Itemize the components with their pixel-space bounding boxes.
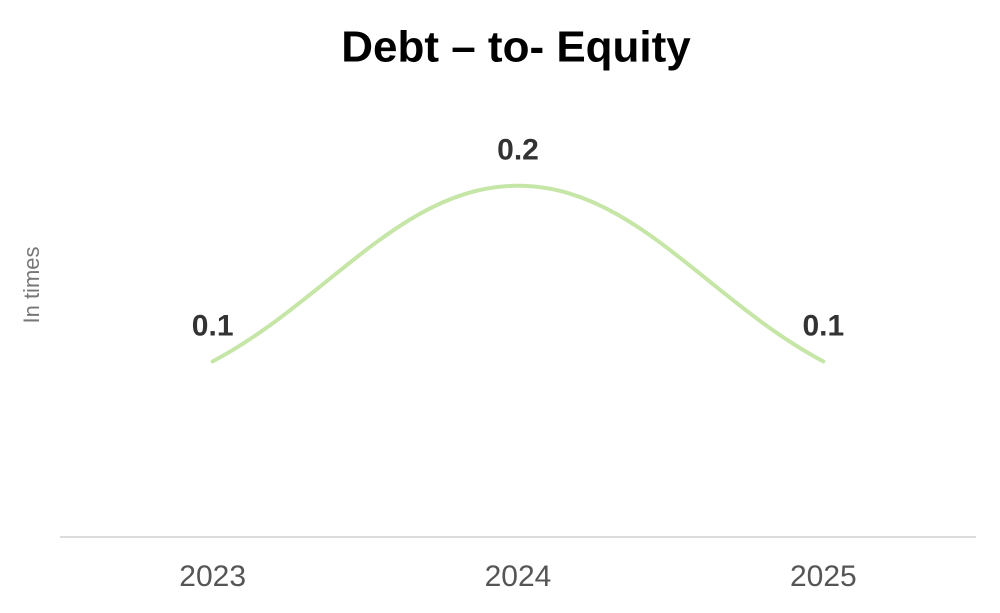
data-label: 0.1	[802, 309, 844, 342]
data-label: 0.2	[497, 134, 539, 167]
x-tick-label: 2025	[790, 560, 857, 593]
y-axis-label: In times	[19, 246, 44, 323]
chart-title: Debt – to- Equity	[341, 23, 691, 72]
x-tick-label: 2023	[179, 560, 246, 593]
x-tick-label: 2024	[485, 560, 552, 593]
line	[210, 183, 826, 364]
data-label: 0.1	[192, 309, 234, 342]
